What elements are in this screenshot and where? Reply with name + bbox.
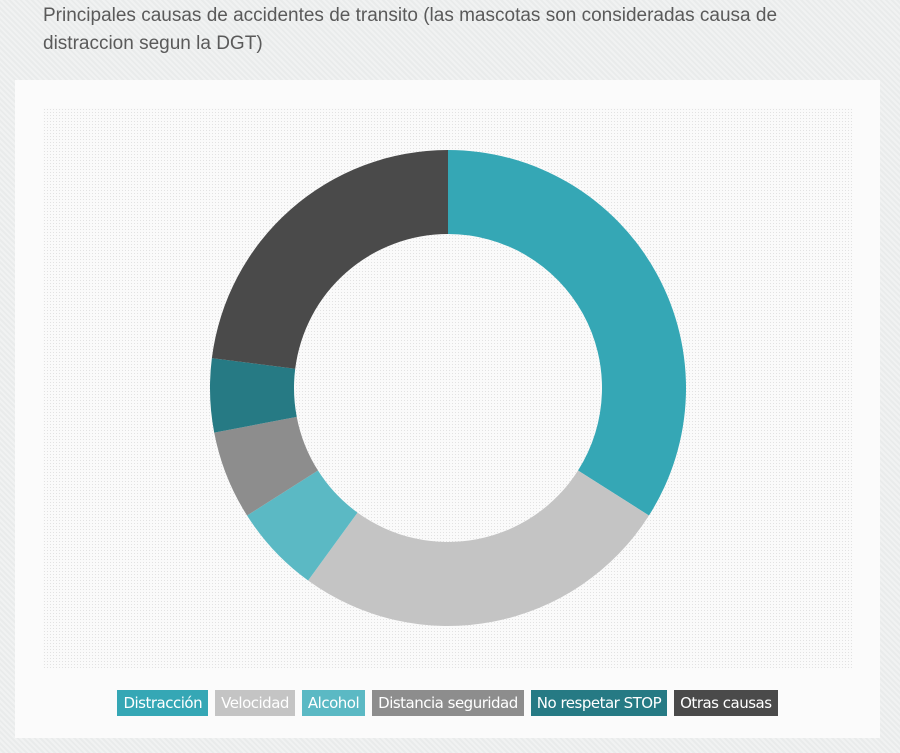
chart-title: Principales causas de accidentes de tran…: [43, 5, 778, 54]
legend-item: Velocidad: [215, 690, 295, 716]
donut-segment: [214, 416, 318, 516]
legend-item: Alcohol: [301, 690, 366, 716]
donut-segment: [210, 358, 297, 433]
legend-item: Distancia seguridad: [372, 690, 524, 716]
legend: Distracción Velocidad Alcohol Distancia seg…: [15, 690, 880, 716]
legend-item: No respetar STOP: [530, 690, 668, 716]
legend-item: Otras causas: [674, 690, 778, 716]
donut-segment: [448, 150, 687, 516]
donut-segment: [211, 150, 448, 369]
donut-segment: [247, 470, 358, 581]
legend-item: Distracción: [117, 690, 209, 716]
donut-segment: [308, 470, 649, 626]
